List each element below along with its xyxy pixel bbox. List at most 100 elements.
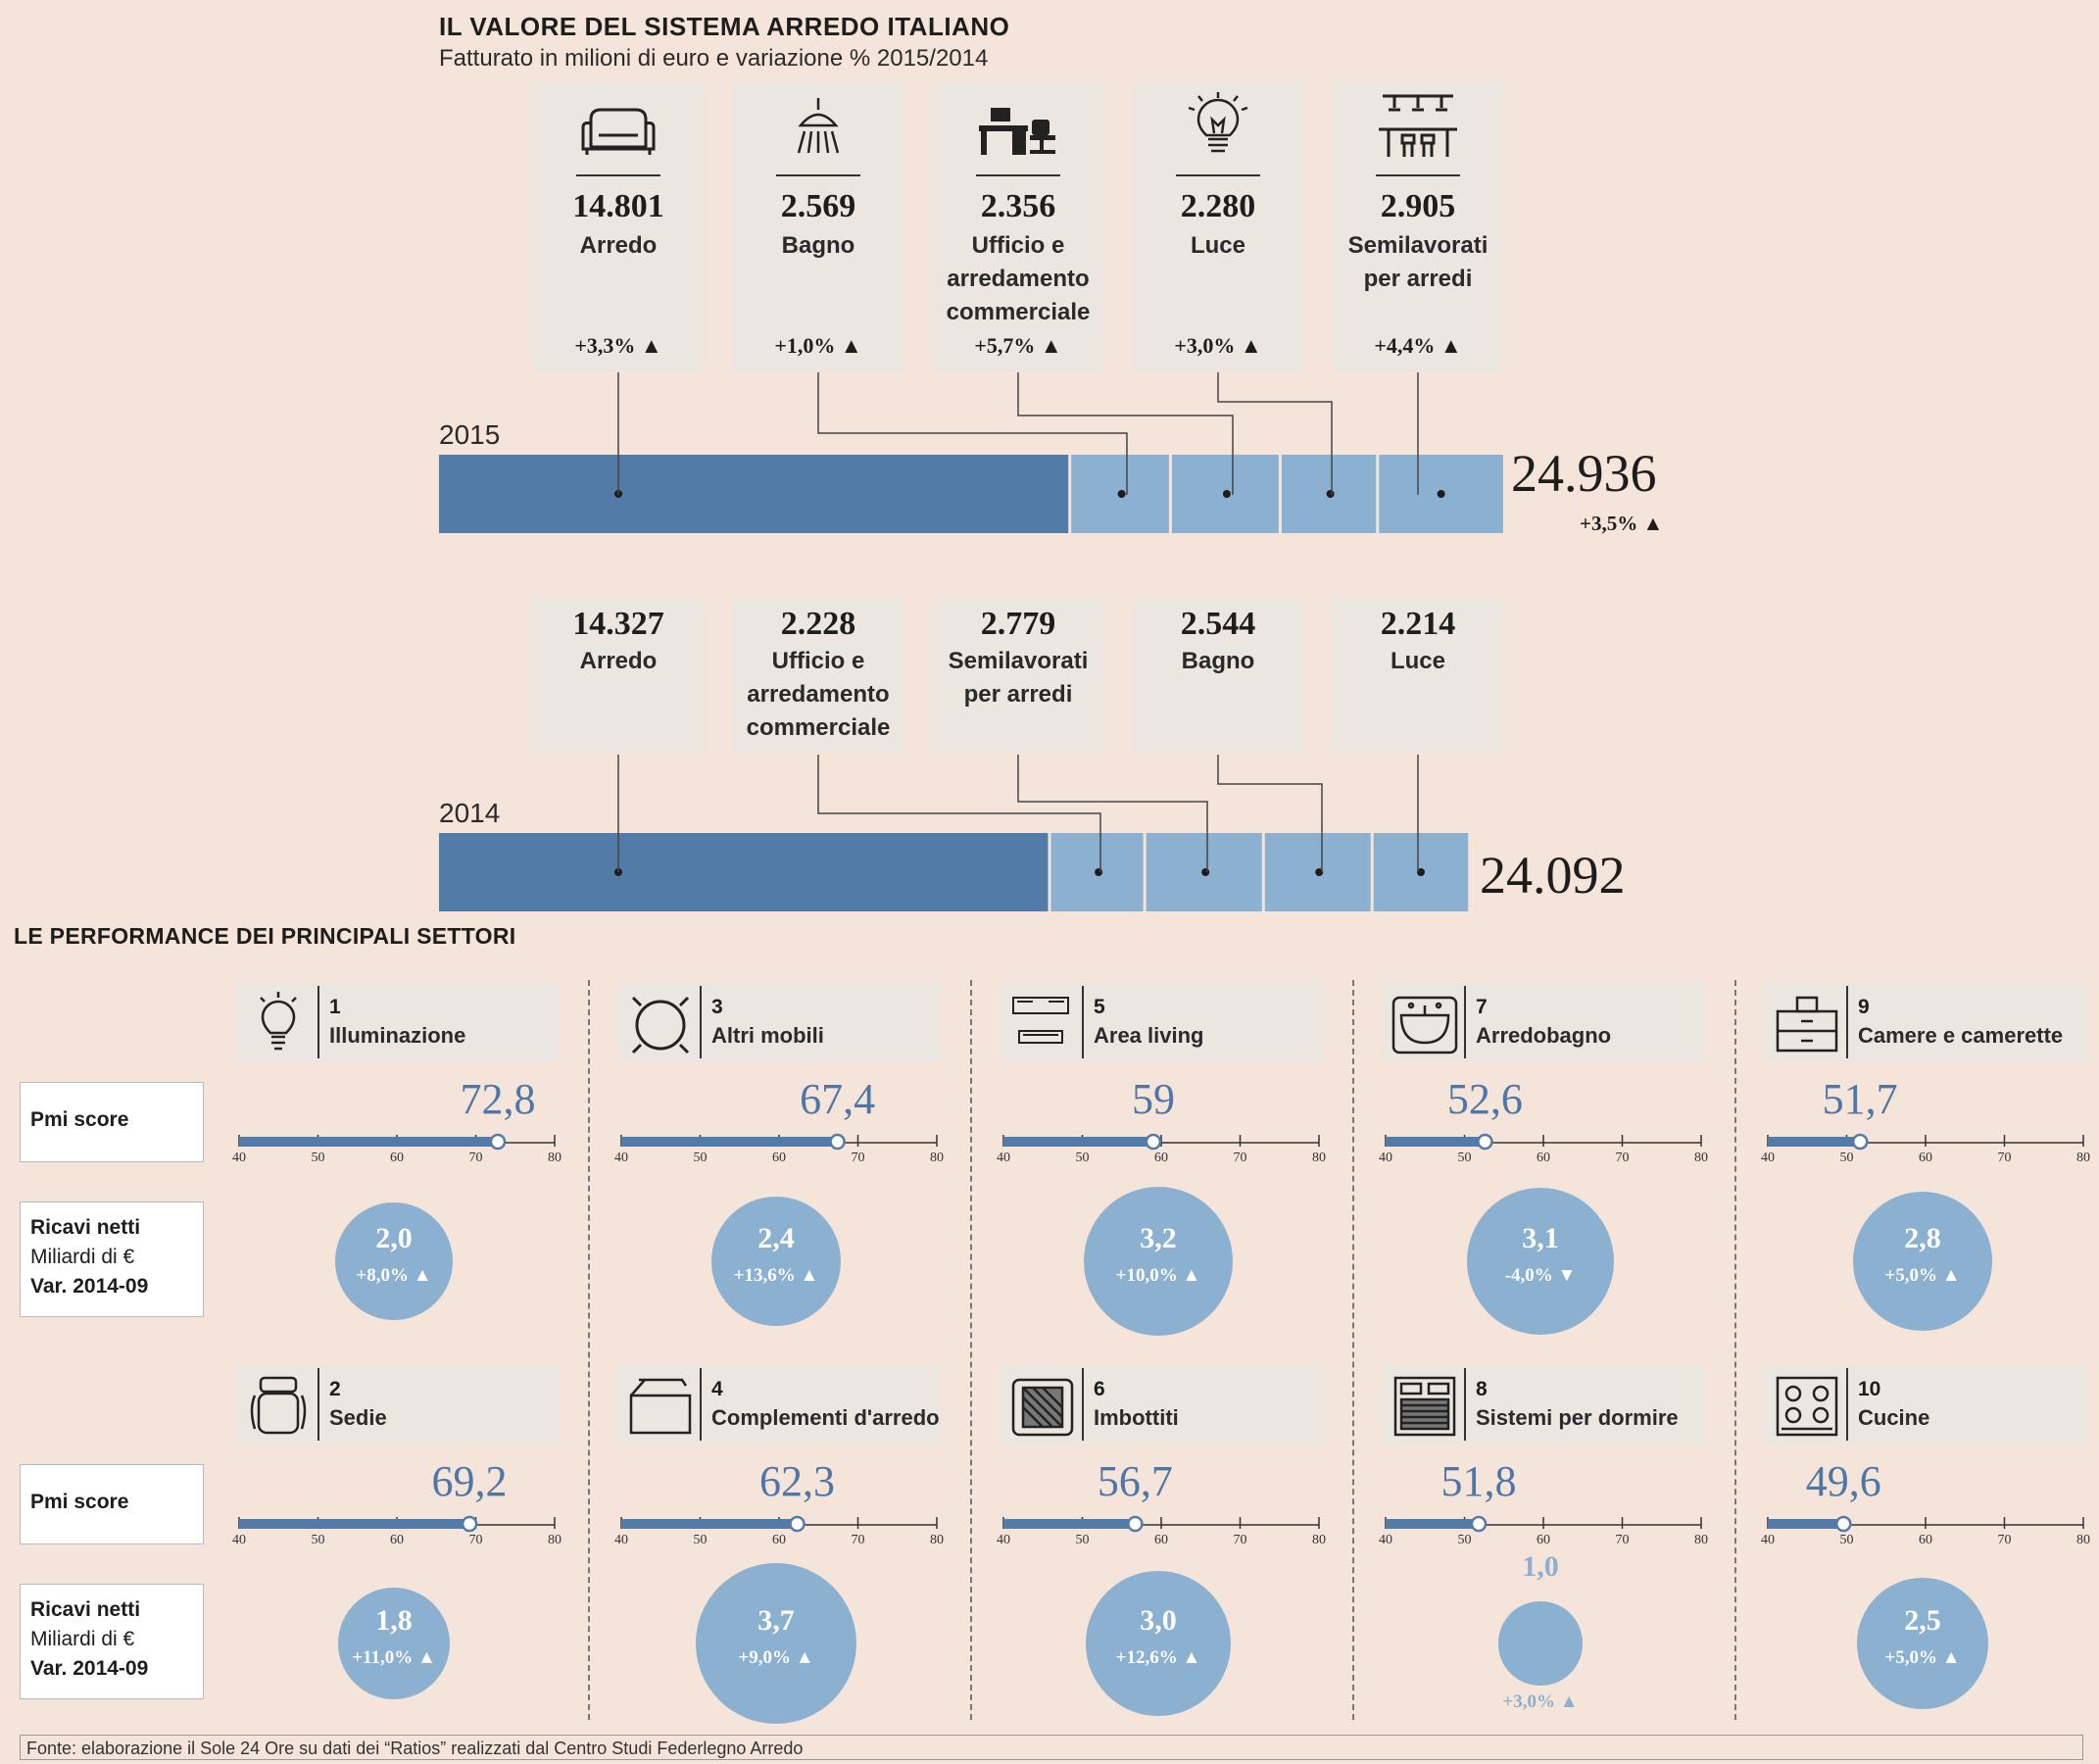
card-change: +1,0% ▲: [774, 333, 862, 358]
sector-rank: 1: [329, 996, 341, 1018]
sector-rank: 8: [1476, 1378, 1488, 1400]
tick-label: 60: [1154, 1533, 1168, 1547]
tick-label: 50: [693, 1151, 708, 1165]
lightbulb-icon: [260, 992, 297, 1051]
sector-rank: 5: [1094, 996, 1105, 1018]
dresser-icon: [1776, 996, 1838, 1053]
pmi-bar: [1768, 1519, 1844, 1529]
revenue-value: 2,8: [1904, 1221, 1941, 1254]
tick-label: 70: [1233, 1151, 1247, 1165]
sector-name: Sistemi per dormire: [1476, 1405, 1679, 1430]
stacked-bars-svg: [439, 372, 1503, 911]
card-rule: [976, 174, 1060, 176]
box-icon: [629, 1378, 692, 1435]
tick-label: 50: [1457, 1533, 1472, 1547]
card-rule: [776, 174, 860, 176]
card-2015-luce: 2.280 Luce +3,0% ▲: [1133, 80, 1303, 372]
card-value: 2.214: [1380, 606, 1456, 642]
pmi-label-box: Pmi score: [20, 1464, 204, 1544]
pmi-marker: [1145, 1133, 1162, 1151]
living-room-icon: [1012, 997, 1069, 1044]
total-change-2015: +3,5% ▲: [1580, 512, 1664, 535]
pmi-marker: [1835, 1515, 1852, 1533]
tick-label: 50: [311, 1533, 325, 1547]
ricavi-label-box: Ricavi netti Miliardi di € Var. 2014-09: [20, 1201, 204, 1317]
tick-label: 50: [1075, 1533, 1090, 1547]
card-change: +4,4% ▲: [1374, 333, 1462, 358]
header-divider: [317, 1368, 319, 1441]
sector-rank: 2: [329, 1378, 341, 1400]
revenue-change: +5,0% ▲: [1884, 1264, 1961, 1286]
revenue-value: 2,5: [1904, 1603, 1941, 1637]
column-separator: [1734, 980, 1736, 1720]
sector-name: Imbottiti: [1094, 1405, 1179, 1430]
tick-label: 60: [390, 1151, 404, 1165]
tick-label: 80: [930, 1533, 944, 1547]
pmi-score-value: 51,8: [1440, 1457, 1517, 1505]
revenue-change: +3,0% ▲: [1502, 1690, 1579, 1712]
pmi-marker: [829, 1133, 846, 1151]
card-2015-bagno: 2.569 Bagno +1,0% ▲: [733, 80, 903, 372]
sector-rank: 3: [711, 996, 723, 1018]
sector-rank: 6: [1094, 1378, 1105, 1400]
tick-label: 60: [772, 1151, 786, 1165]
tick-label: 60: [1919, 1533, 1932, 1547]
tick-label: 40: [1379, 1151, 1392, 1165]
pmi-axis: [1002, 1133, 1320, 1151]
card-2014-bagno: 2.544 Bagno: [1133, 598, 1303, 753]
tick-label: 40: [997, 1151, 1010, 1165]
tick-label: 70: [1615, 1151, 1630, 1165]
chart-subtitle: Fatturato in milioni di euro e variazion…: [439, 45, 989, 72]
pmi-marker: [1470, 1515, 1488, 1533]
card-2015-arredo: 14.801 Arredo +3,3% ▲: [533, 80, 704, 372]
tick-label: 40: [1761, 1533, 1775, 1547]
tick-label: 70: [851, 1533, 865, 1547]
revenue-change: +10,0% ▲: [1115, 1264, 1201, 1286]
sector-name: Arredobagno: [1476, 1023, 1612, 1048]
bar-2014: [439, 833, 1469, 911]
pmi-marker: [1477, 1133, 1493, 1151]
tick-label: 50: [311, 1151, 325, 1165]
tick-label: 80: [1694, 1151, 1708, 1165]
header-divider: [1082, 986, 1084, 1058]
tick-label: 80: [2076, 1151, 2090, 1165]
ricavi-label-1: Ricavi netti: [30, 1216, 141, 1239]
card-value: 2.356: [980, 188, 1056, 224]
revenue-bubble: 3,0 +12,6% ▲: [1086, 1571, 1231, 1716]
header-divider: [1464, 1368, 1466, 1441]
pmi-marker: [789, 1515, 805, 1533]
pmi-axis: [1767, 1515, 2084, 1533]
segment-dot: [1201, 868, 1210, 876]
card-2014-ufficio: 2.228 Ufficio e arredamento commerciale: [733, 598, 903, 753]
revenue-value: 2,0: [375, 1221, 413, 1254]
tick-label: 50: [1457, 1151, 1472, 1165]
ricavi-label-2: Miliardi di €: [30, 1628, 135, 1650]
card-label: Arredo: [579, 648, 658, 674]
revenue-bubble: 2,5 +5,0% ▲: [1856, 1577, 1989, 1710]
segment-dot: [1315, 868, 1324, 876]
revenue-change: -4,0% ▼: [1504, 1264, 1577, 1286]
tick-label: 70: [468, 1533, 483, 1547]
section-title: LE PERFORMANCE DEI PRINCIPALI SETTORI: [14, 923, 516, 949]
connector-lines: [617, 372, 1419, 872]
pmi-bar: [239, 1519, 470, 1529]
revenue-change: +11,0% ▲: [352, 1646, 436, 1668]
card-change: +5,7% ▲: [974, 333, 1062, 358]
card-2014-luce: 2.214 Luce: [1333, 598, 1503, 753]
revenue-value: 1,8: [375, 1603, 413, 1637]
pmi-score-value: 56,7: [1097, 1457, 1173, 1505]
revenue-bubble: 1,8 +11,0% ▲: [337, 1587, 451, 1700]
pmi-axis: [1385, 1515, 1702, 1533]
tick-label: 70: [1233, 1533, 1247, 1547]
header-divider: [1846, 1368, 1848, 1441]
revenue-change: +9,0% ▲: [738, 1647, 814, 1668]
pmi-axis: [620, 1515, 938, 1533]
lightbulb-icon: [1188, 92, 1248, 153]
pmi-axis: [238, 1133, 556, 1151]
column-separator: [588, 980, 590, 1720]
card-label: Bagno: [1181, 648, 1255, 674]
sector-header: 3 Altri mobili: [617, 982, 941, 1062]
header-divider: [700, 1368, 702, 1441]
armchair-icon: [1011, 1378, 1074, 1437]
revenue-bubble: 2,4 +13,6% ▲: [710, 1196, 842, 1327]
